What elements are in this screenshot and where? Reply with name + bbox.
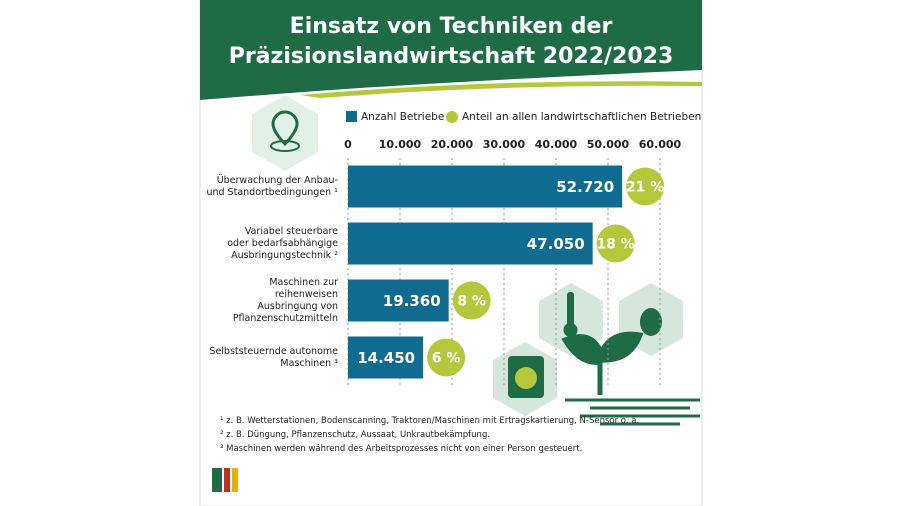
thermo-icon [567, 292, 574, 326]
share-label: 6 % [432, 351, 461, 367]
ground-lines [565, 398, 700, 426]
share-label: 21 % [626, 180, 664, 196]
header-stripe [300, 81, 702, 98]
share-bubble [626, 167, 665, 206]
legend-label: Anteil an allen landwirtschaftlichen Bet… [462, 111, 701, 123]
footnotes: ¹ z. B. Wetterstationen, Bodenscanning, … [220, 414, 700, 456]
footnote: ² z. B. Düngung, Pflanzenschutz, Aussaat… [220, 430, 491, 440]
x-tick-label: 50.000 [587, 138, 630, 151]
x-tick-label: 30.000 [483, 138, 526, 151]
share-bubble [452, 281, 491, 320]
legend-label: Anzahl Betriebe [361, 111, 444, 123]
share-label: 18 % [596, 237, 634, 253]
beetle-icon [640, 308, 662, 336]
x-tick-label: 0 [344, 138, 352, 151]
bag-circle [515, 367, 537, 389]
share-bubble [596, 224, 635, 263]
bar [348, 279, 449, 322]
value-label: 19.360 [383, 292, 441, 310]
footnote: ¹ z. B. Wetterstationen, Bodenscanning, … [220, 416, 640, 426]
logo [212, 468, 238, 492]
category-label: Überwachung der Anbau- und Standortbedin… [206, 174, 338, 198]
bar [348, 336, 424, 379]
share-label: 8 % [457, 294, 486, 310]
chart-title: Einsatz von Techniken der Präzisionsland… [228, 14, 674, 69]
x-tick-label: 40.000 [535, 138, 578, 151]
header-bg [200, 0, 702, 100]
value-label: 47.050 [527, 235, 585, 253]
category-label: Selbststeuernde autonome Maschinen ³ [209, 345, 338, 369]
category-label: Variabel steuerbare oder bedarfsabhängig… [227, 225, 338, 261]
share-bubble [427, 338, 466, 377]
pin-base [270, 140, 300, 152]
legend-swatch [446, 111, 458, 123]
footnote: ³ Maschinen werden während des Arbeitspr… [220, 444, 583, 454]
x-tick-label: 20.000 [431, 138, 474, 151]
x-tick-label: 60.000 [639, 138, 682, 151]
thermo-bulb [563, 323, 578, 337]
bar [348, 165, 623, 208]
x-tick-label: 10.000 [379, 138, 422, 151]
category-label: Maschinen zur reihenweisen Ausbringung v… [232, 276, 338, 324]
value-label: 14.450 [357, 349, 415, 367]
value-label: 52.720 [556, 178, 614, 196]
legend-swatch [346, 111, 357, 122]
hex-icon [252, 95, 318, 171]
pin-icon [271, 110, 299, 147]
bar [348, 222, 593, 265]
